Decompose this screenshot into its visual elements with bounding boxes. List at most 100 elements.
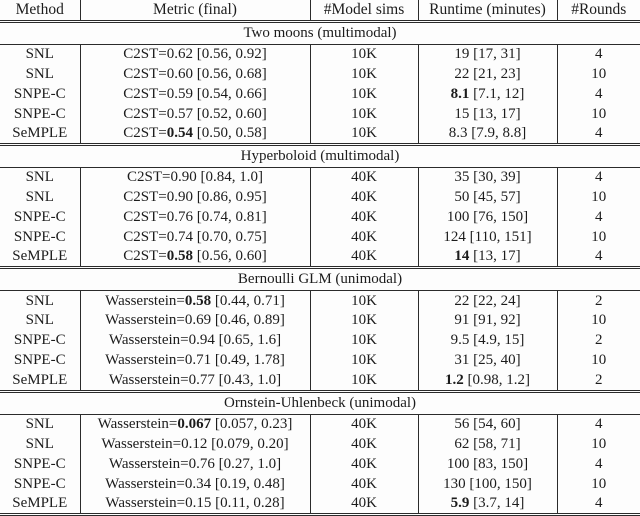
method-cell: SNPE-C: [13, 105, 66, 122]
rounds-cell: 10: [556, 474, 640, 495]
method-cell: SNPE-C: [13, 85, 66, 102]
table-row: SNL Wasserstein=0.067 [0.057, 0.23] 40K 56 …: [0, 414, 640, 435]
runtime-cell: 22 [21, 23]: [417, 64, 557, 85]
runtime-value: 50: [454, 189, 470, 206]
metric-name: C2ST=: [123, 248, 167, 265]
runtime-value: 9.5: [450, 332, 470, 349]
column-header-method: Method: [0, 0, 80, 23]
model-sims-cell: 40K: [309, 187, 418, 208]
rounds-cell: 4: [556, 454, 640, 475]
table-row: SeMPLE Wasserstein=0.15 [0.11, 0.28] 40K 5.…: [0, 494, 640, 515]
rounds-cell: 4: [556, 84, 640, 105]
metric-ci: [0.54, 0.66]: [196, 85, 267, 102]
runtime-ci: [22, 24]: [473, 292, 521, 309]
runtime-cell: 62 [58, 71]: [417, 434, 557, 455]
metric-cell: Wasserstein=0.15 [0.11, 0.28]: [79, 494, 310, 515]
model-sims-cell: 10K: [309, 44, 418, 65]
metric-ci: [0.70, 0.75]: [196, 229, 267, 246]
table-row: SNPE-C C2ST=0.59 [0.54, 0.66] 10K 8.1 [7.1,…: [0, 84, 640, 105]
runtime-value: 124: [443, 229, 466, 246]
metric-name: C2ST=: [123, 45, 167, 62]
runtime-ci: [4.9, 15]: [473, 332, 525, 349]
metric-ci: [0.52, 0.60]: [196, 105, 267, 122]
runtime-cell: 124 [110, 151]: [417, 227, 557, 248]
metric-cell: C2ST=0.90 [0.86, 0.95]: [79, 187, 310, 208]
metric-value: 0.59: [166, 85, 193, 102]
metric-name: Wasserstein=: [97, 415, 178, 432]
table-row: SNL Wasserstein=0.58 [0.44, 0.71] 10K 22 [2…: [0, 290, 640, 311]
metric-cell: Wasserstein=0.12 [0.079, 0.20]: [79, 434, 310, 455]
metric-ci: [0.50, 0.58]: [196, 125, 267, 142]
runtime-value: 22: [454, 292, 470, 309]
rounds-cell: 10: [556, 310, 640, 331]
metric-cell: Wasserstein=0.067 [0.057, 0.23]: [79, 414, 310, 435]
runtime-value: 14: [454, 248, 470, 265]
metric-cell: C2ST=0.90 [0.84, 1.0]: [79, 167, 310, 188]
rounds-cell: 10: [556, 104, 640, 125]
rounds-cell: 4: [556, 414, 640, 435]
metric-cell: C2ST=0.76 [0.74, 0.81]: [79, 207, 310, 228]
metric-name: C2ST=: [123, 229, 167, 246]
metric-name: C2ST=: [123, 189, 167, 206]
metric-cell: C2ST=0.74 [0.70, 0.75]: [79, 227, 310, 248]
runtime-cell: 100 [83, 150]: [417, 454, 557, 475]
runtime-value: 19: [454, 45, 470, 62]
column-header-metric: Metric (final): [79, 0, 310, 23]
metric-name: Wasserstein=: [108, 455, 189, 472]
metric-ci: [0.27, 1.0]: [218, 455, 282, 472]
metric-value: 0.74: [166, 229, 193, 246]
runtime-cell: 50 [45, 57]: [417, 187, 557, 208]
metric-ci: [0.057, 0.23]: [214, 415, 293, 432]
metric-cell: C2ST=0.59 [0.54, 0.66]: [79, 84, 310, 105]
metric-cell: C2ST=0.62 [0.56, 0.92]: [79, 44, 310, 65]
runtime-cell: 22 [22, 24]: [417, 290, 557, 311]
metric-name: C2ST=: [123, 85, 167, 102]
metric-name: Wasserstein=: [108, 332, 189, 349]
runtime-cell: 8.3 [7.9, 8.8]: [417, 124, 557, 145]
metric-name: C2ST=: [123, 125, 167, 142]
metric-value: 0.15: [185, 495, 212, 512]
section-title-row: Hyperboloid (multimodal): [0, 142, 640, 169]
runtime-cell: 130 [100, 150]: [417, 474, 557, 495]
section-title: Bernoulli GLM (unimodal): [0, 266, 640, 292]
metric-value: 0.90: [166, 189, 193, 206]
metric-cell: C2ST=0.60 [0.56, 0.68]: [79, 64, 310, 85]
metric-name: Wasserstein=: [105, 292, 185, 309]
rounds-cell: 10: [556, 350, 640, 371]
rounds-cell: 10: [556, 227, 640, 248]
method-cell: SNL: [25, 45, 54, 62]
model-sims-cell: 40K: [309, 167, 418, 188]
table-row: SNPE-C C2ST=0.57 [0.52, 0.60] 10K 15 [13, 1…: [0, 104, 640, 125]
table-row: SeMPLE Wasserstein=0.77 [0.43, 1.0] 10K 1.2…: [0, 371, 640, 392]
model-sims-cell: 40K: [309, 414, 418, 435]
runtime-ci: [7.1, 12]: [473, 85, 525, 102]
model-sims-cell: 10K: [309, 64, 418, 85]
runtime-cell: 15 [13, 17]: [417, 104, 557, 125]
table-row: SNL C2ST=0.90 [0.86, 0.95] 40K 50 [45, 57] 1…: [0, 187, 640, 208]
metric-ci: [0.43, 1.0]: [218, 371, 282, 388]
runtime-ci: [13, 17]: [473, 105, 521, 122]
runtime-ci: [83, 150]: [473, 455, 529, 472]
metric-cell: Wasserstein=0.94 [0.65, 1.6]: [79, 330, 310, 351]
rounds-cell: 4: [556, 44, 640, 65]
runtime-cell: 5.9 [3.7, 14]: [417, 494, 557, 515]
method-cell: SNPE-C: [13, 229, 66, 246]
metric-value: 0.60: [166, 65, 193, 82]
runtime-ci: [76, 150]: [473, 209, 529, 226]
table-row: SNPE-C Wasserstein=0.71 [0.49, 1.78] 10K 31…: [0, 350, 640, 371]
section-title: Two moons (multimodal): [0, 19, 640, 45]
model-sims-cell: 10K: [309, 124, 418, 145]
runtime-cell: 31 [25, 40]: [417, 350, 557, 371]
metric-ci: [0.56, 0.68]: [196, 65, 267, 82]
method-cell: SNL: [25, 415, 54, 432]
model-sims-cell: 10K: [309, 371, 418, 392]
table-row: SNPE-C C2ST=0.76 [0.74, 0.81] 40K 100 [76, …: [0, 207, 640, 228]
metric-value: 0.58: [166, 248, 193, 265]
method-cell: SNPE-C: [13, 475, 66, 492]
runtime-cell: 91 [91, 92]: [417, 310, 557, 331]
metric-cell: Wasserstein=0.76 [0.27, 1.0]: [79, 454, 310, 475]
runtime-ci: [58, 71]: [473, 435, 521, 452]
runtime-cell: 100 [76, 150]: [417, 207, 557, 228]
method-cell: SNL: [25, 169, 54, 186]
model-sims-cell: 10K: [309, 330, 418, 351]
